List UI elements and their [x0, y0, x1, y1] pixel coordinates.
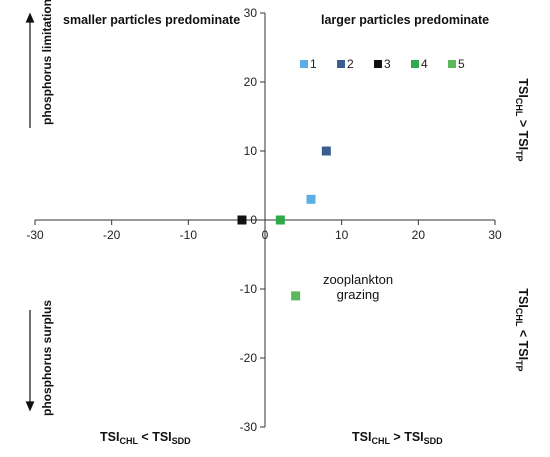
tsi-text: TSI [352, 430, 372, 444]
legend-label-3: 3 [384, 57, 391, 71]
label-phosphorus-surplus: phosphorus surplus [40, 300, 54, 417]
op-text: < TSI [516, 326, 530, 361]
ticks: -30 -20 -10 0 10 20 30 -30 -20 -10 0 10 20 30 [26, 6, 502, 434]
data-point-series-1 [306, 194, 316, 204]
legend: 1 2 3 4 5 [300, 57, 465, 71]
sub-chl: CHL [514, 307, 524, 327]
legend-label-2: 2 [347, 57, 354, 71]
y-tick-label: -20 [240, 351, 258, 365]
data-points [237, 146, 331, 301]
x-tick-label: -20 [103, 228, 121, 242]
legend-label-5: 5 [458, 57, 465, 71]
data-point-series-4 [275, 215, 285, 225]
y-tick-label: -30 [240, 420, 258, 434]
op-text: < TSI [137, 430, 172, 444]
legend-swatch-5 [448, 60, 456, 68]
y-tick-label: 30 [244, 6, 258, 20]
x-tick-label: -10 [180, 228, 198, 242]
y-tick-label: -10 [240, 282, 258, 296]
tsi-text: TSI [516, 288, 530, 308]
sub-chl: CHL [514, 97, 524, 117]
x-tick-label: 0 [262, 228, 269, 242]
data-point-series-5 [291, 291, 301, 301]
annotation-line-1: zooplankton [322, 272, 394, 287]
y-tick-label: 20 [244, 75, 258, 89]
tsi-text: TSI [516, 78, 530, 98]
sub-sdd: SDD [423, 436, 443, 446]
sub-chl: CHL [371, 436, 390, 446]
annotation-line-2: grazing [336, 287, 380, 302]
label-bottom-right: TSICHL > TSISDD [352, 430, 443, 446]
arrow-down-head [25, 401, 35, 412]
quadrant-label-top-left: smaller particles predominate [63, 13, 241, 27]
arrow-up-head [25, 12, 35, 23]
sub-tp: TP [514, 360, 524, 372]
quadrant-label-top-right: larger particles predominate [321, 13, 490, 27]
legend-swatch-3 [374, 60, 382, 68]
legend-swatch-2 [337, 60, 345, 68]
x-tick-label: -30 [26, 228, 44, 242]
x-tick-label: 30 [488, 228, 502, 242]
y-tick-label: 0 [250, 213, 257, 227]
label-bottom-left: TSICHL < TSISDD [100, 430, 191, 446]
sub-chl: CHL [119, 436, 138, 446]
arrows [25, 12, 35, 412]
legend-label-4: 4 [421, 57, 428, 71]
tsi-text: TSI [100, 430, 120, 444]
y-tick-label: 10 [244, 144, 258, 158]
legend-swatch-4 [411, 60, 419, 68]
x-tick-label: 10 [335, 228, 349, 242]
data-point-series-2 [321, 146, 331, 156]
op-text: > TSI [516, 116, 530, 151]
sub-sdd: SDD [171, 436, 191, 446]
op-text: > TSI [389, 430, 424, 444]
legend-swatch-1 [300, 60, 308, 68]
sub-tp: TP [514, 150, 524, 162]
label-right-bottom: TSICHL < TSITP [514, 280, 530, 380]
annotation-zooplankton-grazing: zooplankton grazing [318, 272, 398, 302]
data-point-series-3 [237, 215, 247, 225]
label-right-top: TSICHL > TSITP [514, 70, 530, 170]
legend-label-1: 1 [310, 57, 317, 71]
x-tick-label: 20 [412, 228, 426, 242]
label-phosphorus-limitation: phosphorus limitation [40, 0, 54, 125]
